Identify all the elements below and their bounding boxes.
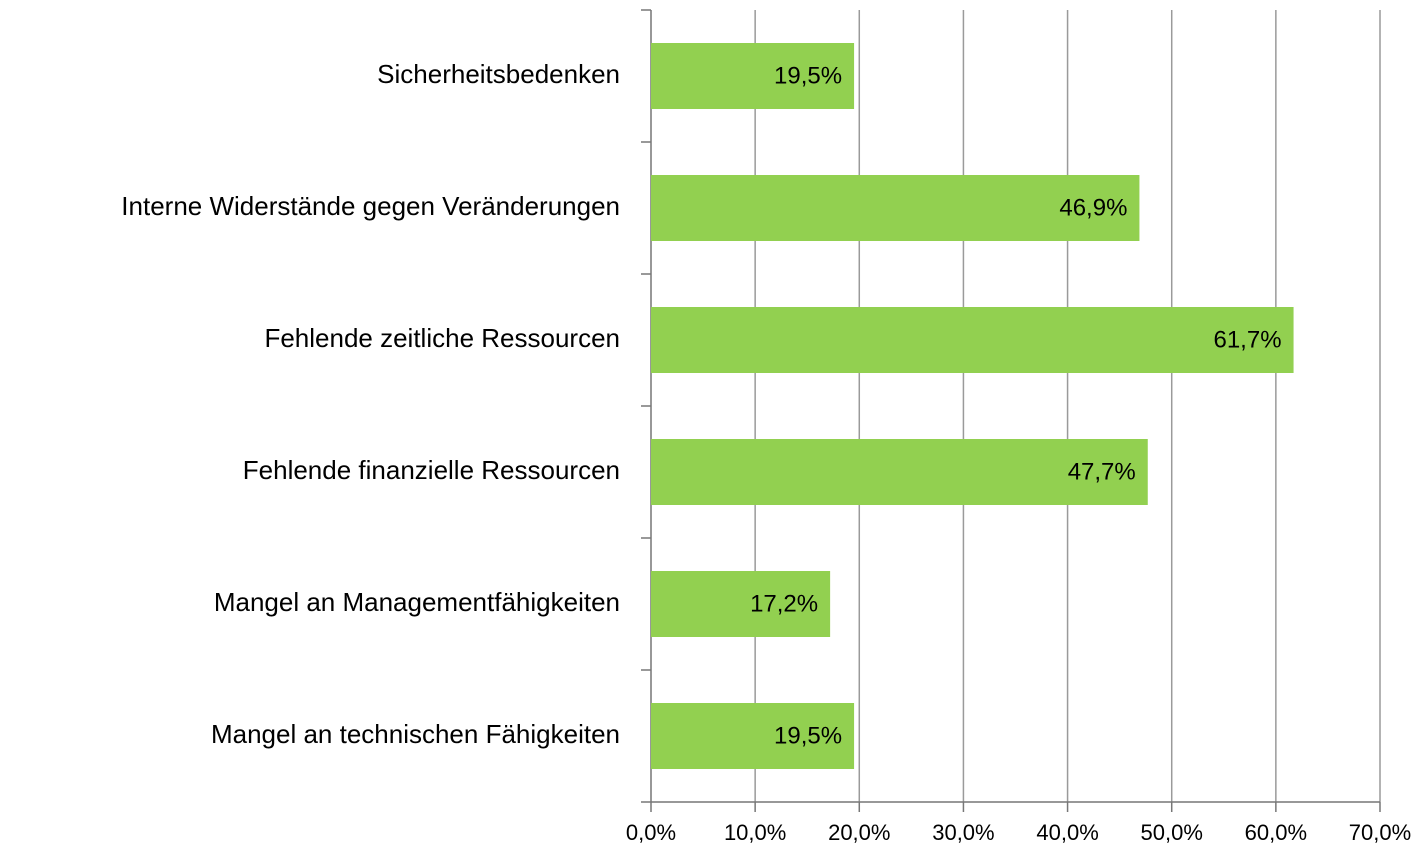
x-tick-label: 0,0% <box>626 820 676 845</box>
bar <box>651 43 855 109</box>
category-label: Fehlende zeitliche Ressourcen <box>264 323 620 353</box>
data-label: 17,2% <box>750 590 818 617</box>
data-label: 47,7% <box>1068 458 1136 485</box>
category-label: Mangel an Managementfähigkeiten <box>214 587 620 617</box>
x-tick-label: 40,0% <box>1036 820 1098 845</box>
x-tick-label: 50,0% <box>1141 820 1203 845</box>
x-tick-label: 60,0% <box>1245 820 1307 845</box>
x-tick-label: 10,0% <box>724 820 786 845</box>
category-label: Interne Widerstände gegen Veränderungen <box>121 191 620 221</box>
bar <box>651 439 1148 505</box>
bar <box>651 307 1294 373</box>
category-label: Fehlende finanzielle Ressourcen <box>243 455 620 485</box>
data-label: 19,5% <box>774 722 842 749</box>
x-tick-label: 30,0% <box>932 820 994 845</box>
data-label: 61,7% <box>1213 326 1281 353</box>
bar <box>651 703 855 769</box>
x-tick-label: 70,0% <box>1349 820 1411 845</box>
x-tick-label: 20,0% <box>828 820 890 845</box>
bar <box>651 571 831 637</box>
data-label: 46,9% <box>1059 194 1127 221</box>
category-label: Mangel an technischen Fähigkeiten <box>211 719 620 749</box>
bar <box>651 175 1140 241</box>
data-label: 19,5% <box>774 62 842 89</box>
category-label: Sicherheitsbedenken <box>377 59 620 89</box>
